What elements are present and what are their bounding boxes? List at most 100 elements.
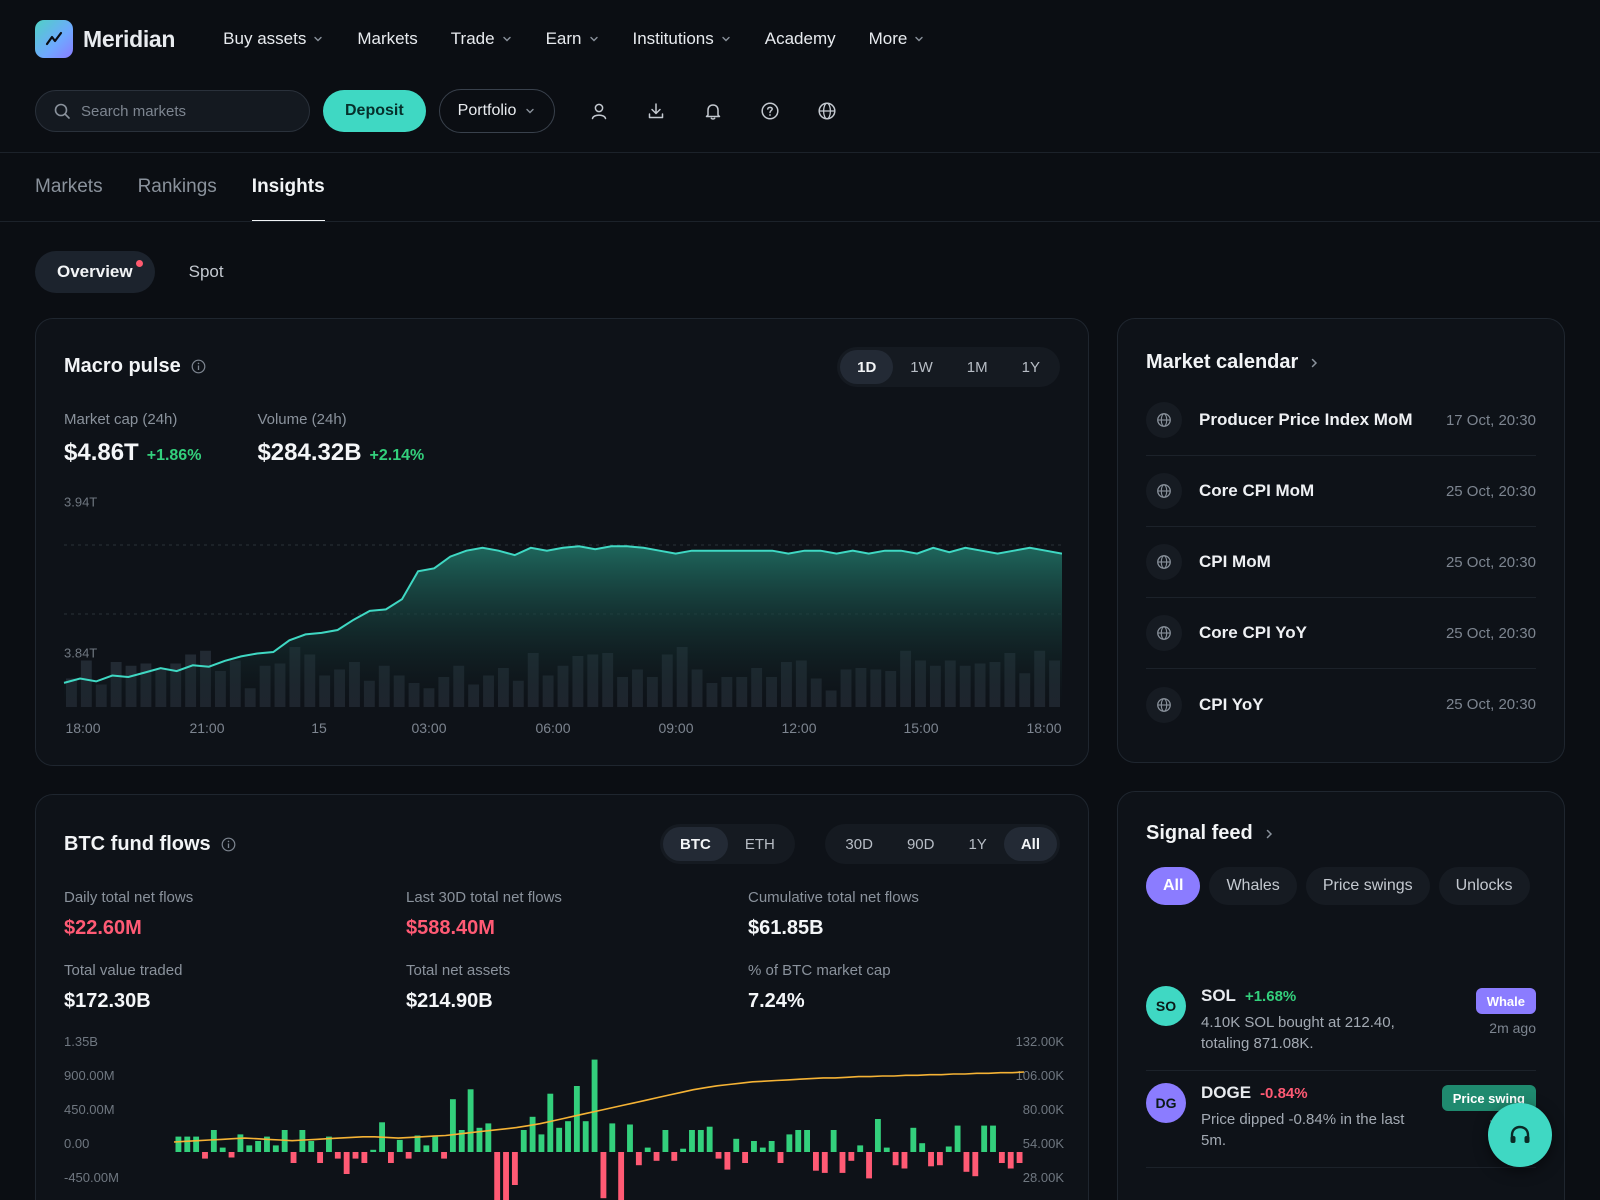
inflow-bar <box>874 1119 881 1152</box>
search-input[interactable] <box>81 102 281 120</box>
signal-item[interactable]: SO SOL +1.68% 4.10K SOL bought at 212.40, t… <box>1146 974 1536 1071</box>
signal-title: Signal feed <box>1146 822 1253 844</box>
signal-body: SOL +1.68% 4.10K SOL bought at 212.40, tot… <box>1201 986 1536 1054</box>
signal-filters: All Whales Price swings Unlocks <box>1146 867 1546 916</box>
filter-price-swings[interactable]: Price swings <box>1305 867 1430 905</box>
nav-item-academy[interactable]: Academy <box>765 29 836 49</box>
inflow-bar <box>547 1093 554 1152</box>
nav-item-trade[interactable]: Trade <box>451 29 513 49</box>
user-icon[interactable] <box>578 90 620 132</box>
brand-logo-icon[interactable] <box>35 20 73 58</box>
asset-avatar: SO <box>1146 986 1186 1026</box>
chevron-down-icon <box>526 108 535 114</box>
calendar-event[interactable]: Core CPI YoY 25 Oct, 20:30 <box>1146 598 1536 669</box>
help-icon[interactable] <box>749 90 791 132</box>
inflow-bar <box>538 1134 545 1152</box>
inflow-bar <box>751 1141 757 1152</box>
stat-label: Volume (24h) <box>257 411 347 428</box>
brand-name[interactable]: Meridian <box>83 25 176 52</box>
stat-row: $284.32B +2.14% <box>257 439 424 467</box>
info-icon[interactable] <box>191 359 206 374</box>
range-1y[interactable]: 1Y <box>968 835 987 853</box>
globe-icon[interactable] <box>806 90 848 132</box>
tab-markets[interactable]: Markets <box>35 176 103 197</box>
stat-label: Market cap (24h) <box>64 411 178 428</box>
signal-badge: Whale <box>1475 988 1536 1014</box>
flows-title-row: BTC fund flows <box>64 833 236 856</box>
signal-description: 4.10K SOL bought at 212.40, totaling 871… <box>1201 1014 1395 1052</box>
inflow-bar <box>458 1130 465 1152</box>
nav-item-buy-assets[interactable]: Buy assets <box>223 29 324 49</box>
macro-range-selector: 1D 1W 1M 1Y <box>837 347 1060 387</box>
download-icon[interactable] <box>635 90 677 132</box>
signal-title-row[interactable]: Signal feed <box>1146 822 1275 845</box>
nav-item-markets[interactable]: Markets <box>357 29 417 49</box>
globe-icon <box>1146 473 1182 509</box>
subtab-overview[interactable]: Overview <box>35 251 155 293</box>
flows-range-selector: 30D 90D 1Y All <box>825 824 1060 864</box>
calendar-event[interactable]: Producer Price Index MoM 17 Oct, 20:30 <box>1146 385 1536 456</box>
outflow-bar <box>343 1152 350 1174</box>
range-1y[interactable]: 1Y <box>1021 358 1040 376</box>
stat-label: % of BTC market cap <box>748 962 891 979</box>
event-name: Core CPI MoM <box>1199 481 1315 500</box>
inflow-bar <box>423 1145 430 1152</box>
outflow-bar <box>618 1152 625 1200</box>
range-1d[interactable]: 1D <box>840 350 894 384</box>
signal-item[interactable]: DG DOGE -0.84% Price dipped -0.84% in the l… <box>1146 1071 1536 1168</box>
inflow-bar <box>556 1127 563 1152</box>
calendar-event[interactable]: CPI MoM 25 Oct, 20:30 <box>1146 527 1536 598</box>
flow-stat: Total value traded $172.30B <box>64 962 406 1013</box>
bell-icon[interactable] <box>692 90 734 132</box>
globe-icon <box>1146 686 1182 723</box>
tab-rankings[interactable]: Rankings <box>137 176 217 197</box>
filter-unlocks[interactable]: Unlocks <box>1438 867 1530 905</box>
outflow-bar <box>511 1152 518 1185</box>
filter-all[interactable]: All <box>1146 867 1201 905</box>
outflow-bar <box>928 1152 934 1167</box>
asset-eth[interactable]: ETH <box>744 835 775 853</box>
event-time: 17 Oct, 20:30 <box>1445 411 1536 429</box>
outflow-bar <box>494 1152 501 1200</box>
nav-label: Markets <box>357 29 418 48</box>
search-box[interactable] <box>35 90 310 132</box>
range-all[interactable]: All <box>1003 827 1057 861</box>
nav-item-institutions[interactable]: Institutions <box>633 29 732 49</box>
calendar-event[interactable]: CPI YoY 25 Oct, 20:30 <box>1146 669 1536 740</box>
nav-item-more[interactable]: More <box>869 29 926 49</box>
flow-stat: Total net assets $214.90B <box>406 962 748 1013</box>
subtab-spot[interactable]: Spot <box>167 251 246 293</box>
inflow-bar <box>485 1123 492 1152</box>
inflow-bar <box>299 1130 306 1152</box>
calendar-event[interactable]: Core CPI MoM 25 Oct, 20:30 <box>1146 456 1536 527</box>
calendar-title-row[interactable]: Market calendar <box>1146 351 1320 374</box>
signal-change: -0.84% <box>1260 1084 1308 1102</box>
stat-label: Total net assets <box>406 962 511 979</box>
macro-pulse-card: Macro pulse 1D 1W 1M 1Y Market cap (24h) $4.… <box>35 318 1089 766</box>
nav-label: Buy assets <box>223 29 307 48</box>
range-30d[interactable]: 30D <box>845 835 873 853</box>
stat-value: 7.24% <box>748 990 805 1012</box>
info-icon[interactable] <box>221 837 236 852</box>
macro-title: Macro pulse <box>64 355 181 377</box>
signal-head: SOL +1.68% <box>1201 986 1536 1006</box>
tab-insights[interactable]: Insights <box>251 152 325 222</box>
fund-flows-card: BTC fund flows BTC ETH 30D 90D 1Y All Daily … <box>35 794 1089 1200</box>
range-1m[interactable]: 1M <box>966 358 988 376</box>
support-chat-button[interactable] <box>1488 1103 1552 1167</box>
y-tick-label: 3.84T <box>64 645 97 660</box>
deposit-button[interactable]: Deposit <box>323 90 426 132</box>
outflow-bar <box>503 1152 509 1200</box>
nav-item-earn[interactable]: Earn <box>546 29 600 49</box>
asset-avatar: DG <box>1146 1083 1186 1123</box>
x-tick-label: 18:00 <box>65 720 100 736</box>
range-1w[interactable]: 1W <box>910 358 933 376</box>
range-90d[interactable]: 90D <box>906 835 935 853</box>
outflow-bar <box>777 1152 784 1163</box>
inflow-bar <box>733 1138 740 1152</box>
portfolio-button[interactable]: Portfolio <box>438 89 556 133</box>
stat-change: +1.86% <box>146 447 202 464</box>
filter-whales[interactable]: Whales <box>1209 867 1297 905</box>
y-tick-right: 80.00K <box>1023 1102 1065 1117</box>
asset-btc[interactable]: BTC <box>663 827 728 861</box>
